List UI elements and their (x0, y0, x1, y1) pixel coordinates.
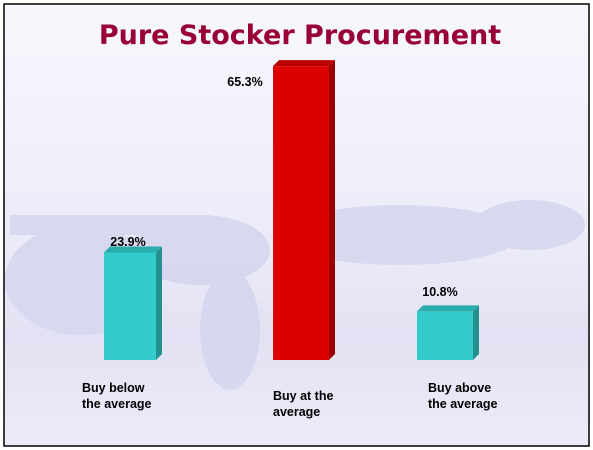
bar-side (329, 60, 335, 360)
bar (273, 66, 329, 360)
bar-side (473, 305, 479, 360)
bar (417, 311, 473, 360)
bar-top (417, 305, 479, 311)
category-label: Buy below the average (82, 380, 151, 412)
bar-side (156, 246, 162, 360)
bar-top (273, 60, 335, 66)
category-label: Buy at the average (273, 388, 333, 420)
value-label: 10.8% (422, 285, 457, 299)
bar (104, 252, 156, 360)
category-label: Buy above the average (428, 380, 497, 412)
value-label: 65.3% (227, 75, 262, 89)
slide: Pure Stocker Procurement 23.9% 65.3% 10.8%… (0, 0, 593, 450)
chart-title: Pure Stocker Procurement (99, 20, 501, 51)
value-label: 23.9% (110, 235, 145, 249)
